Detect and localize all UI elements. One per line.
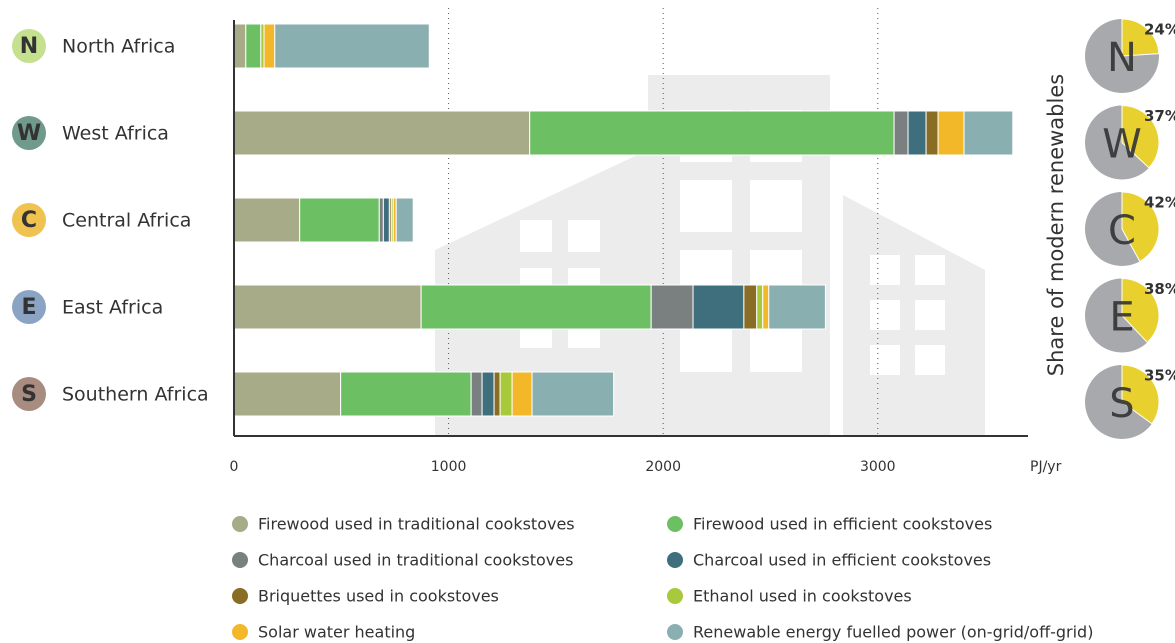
bar-segment [768, 284, 826, 330]
y-tick-label: Central Africa [62, 210, 191, 232]
bar-segment [692, 284, 745, 330]
bar-segment [499, 371, 513, 417]
legend-swatch [667, 516, 683, 532]
bar-segment [233, 110, 531, 156]
bar-segment [274, 23, 430, 69]
bar-segment [233, 197, 301, 243]
legend-swatch [232, 624, 248, 640]
legend-label: Renewable energy fuelled power (on-grid/… [693, 623, 1093, 642]
bar-segment [937, 110, 965, 156]
bar-segment [378, 197, 384, 243]
legend-label: Firewood used in efficient cookstoves [693, 515, 992, 534]
pie-slice [1121, 18, 1160, 57]
legend-label: Solar water heating [258, 623, 415, 642]
region-badge [12, 203, 46, 237]
pie-slice [1121, 277, 1160, 344]
bar-segment [382, 197, 390, 243]
pie-slice [1121, 104, 1160, 169]
bar-segment [756, 284, 764, 330]
bar-segment [762, 284, 770, 330]
x-tick-label: 0 [230, 459, 239, 475]
x-tick-label: 3000 [860, 459, 896, 475]
bar-segment [233, 371, 342, 417]
legend-swatch [667, 588, 683, 604]
bar-segment [420, 284, 652, 330]
pie-letter: C [1108, 208, 1136, 254]
bar-segment [529, 110, 895, 156]
bar-segment [650, 284, 694, 330]
region-letter: W [17, 121, 41, 146]
pie-slice [1121, 364, 1160, 425]
y-tick-label: West Africa [62, 123, 169, 145]
legend-label: Charcoal used in traditional cookstoves [258, 551, 573, 570]
region-badge [12, 377, 46, 411]
bar-segment [395, 197, 414, 243]
legend-swatch [232, 516, 248, 532]
bar-segment [925, 110, 939, 156]
region-letter: S [21, 382, 37, 407]
bar-segment [340, 371, 472, 417]
legend-label: Briquettes used in cookstoves [258, 587, 499, 606]
x-tick-label: 1000 [431, 459, 467, 475]
x-tick-label: 2000 [645, 459, 681, 475]
legend-label: Ethanol used in cookstoves [693, 587, 912, 606]
region-badge [12, 290, 46, 324]
pie-value-label: 37% [1144, 107, 1175, 125]
y-tick-label: North Africa [62, 36, 175, 58]
legend-swatch [232, 588, 248, 604]
bar-segment [299, 197, 380, 243]
pie-title: Share of modern renewables [1044, 74, 1068, 376]
legend-label: Firewood used in traditional cookstoves [258, 515, 575, 534]
bar-segment [470, 371, 483, 417]
y-tick-label: Southern Africa [62, 384, 209, 406]
bar-segment [531, 371, 615, 417]
pie-value-label: 24% [1144, 21, 1175, 39]
bar-segment [481, 371, 495, 417]
legend-swatch [667, 624, 683, 640]
bar-segment [743, 284, 758, 330]
y-tick-label: East Africa [62, 297, 163, 319]
bar-segment [245, 23, 262, 69]
x-axis-unit: PJ/yr [1030, 459, 1062, 475]
bar-segment [963, 110, 1014, 156]
region-letter: E [21, 295, 36, 320]
pie-value-label: 35% [1144, 367, 1175, 385]
bar-segment [233, 23, 247, 69]
legend-swatch [667, 552, 683, 568]
pie-letter: N [1107, 35, 1137, 81]
pie-slice [1121, 191, 1160, 263]
region-badge [12, 116, 46, 150]
pie-letter: W [1102, 122, 1142, 168]
bar-segment [511, 371, 533, 417]
bar-segment [493, 371, 501, 417]
pie-value-label: 38% [1144, 280, 1175, 298]
bar-segment [907, 110, 927, 156]
region-letter: N [20, 34, 38, 59]
bar-segment [263, 23, 276, 69]
region-badge [12, 29, 46, 63]
bar-segment [233, 284, 422, 330]
pie-value-label: 42% [1144, 194, 1175, 212]
legend-swatch [232, 552, 248, 568]
region-letter: C [21, 208, 37, 233]
pie-letter: E [1109, 295, 1134, 341]
pie-letter: S [1109, 381, 1134, 427]
legend-label: Charcoal used in efficient cookstoves [693, 551, 991, 570]
bar-segment [893, 110, 909, 156]
